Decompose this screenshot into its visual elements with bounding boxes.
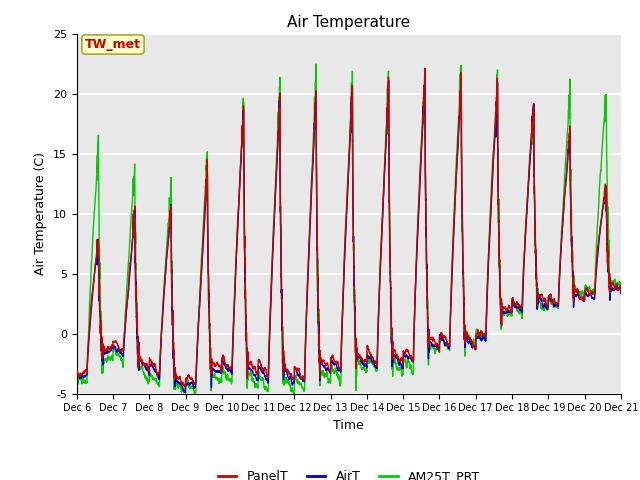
PanelT (617, 286, 625, 292)
AirT (441, 340, 449, 346)
Title: Air Temperature: Air Temperature (287, 15, 410, 30)
PanelT (329, 353, 337, 359)
PanelT (502, 304, 509, 310)
AirT (171, 372, 179, 377)
PanelT (471, 345, 479, 351)
AM25T_PRT (312, 61, 320, 67)
PanelT (421, 66, 429, 72)
AirT (471, 344, 479, 350)
AM25T_PRT (502, 308, 509, 313)
AirT (329, 359, 337, 365)
Y-axis label: Air Temperature (C): Air Temperature (C) (35, 152, 47, 275)
Line: PanelT: PanelT (77, 69, 621, 387)
PanelT (616, 283, 624, 289)
X-axis label: Time: Time (333, 419, 364, 432)
AM25T_PRT (290, 393, 298, 399)
PanelT (73, 368, 81, 373)
AirT (616, 287, 624, 292)
PanelT (441, 333, 449, 339)
AM25T_PRT (73, 375, 81, 381)
AM25T_PRT (617, 283, 625, 289)
AM25T_PRT (471, 345, 479, 350)
PanelT (171, 377, 179, 383)
AirT (457, 73, 465, 79)
AirT (617, 290, 625, 296)
AM25T_PRT (329, 367, 337, 373)
AirT (182, 390, 189, 396)
Text: TW_met: TW_met (85, 38, 141, 51)
AM25T_PRT (171, 378, 179, 384)
AirT (73, 373, 81, 379)
Line: AM25T_PRT: AM25T_PRT (77, 64, 621, 396)
AM25T_PRT (441, 342, 449, 348)
Line: AirT: AirT (77, 76, 621, 393)
AM25T_PRT (616, 283, 624, 288)
AirT (502, 311, 509, 316)
PanelT (180, 384, 188, 390)
Legend: PanelT, AirT, AM25T_PRT: PanelT, AirT, AM25T_PRT (212, 465, 485, 480)
